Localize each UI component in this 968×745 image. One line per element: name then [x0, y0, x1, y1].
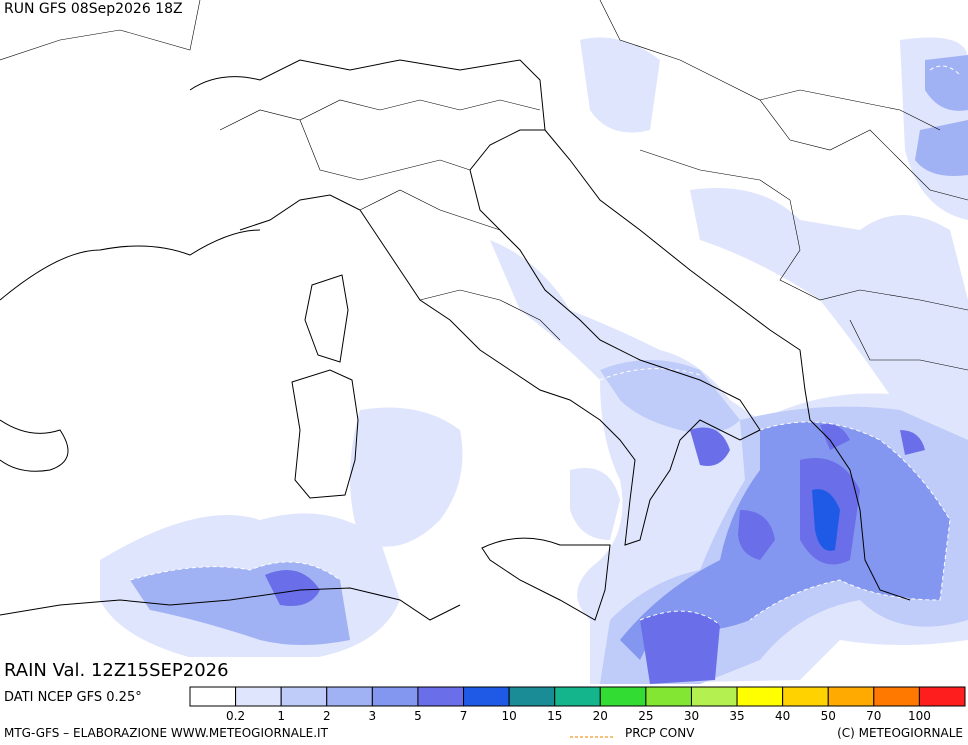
legend-swatch: [463, 686, 510, 707]
legend-tick-label: 70: [866, 709, 881, 723]
legend-swatch: [599, 686, 647, 707]
valid-label: RAIN Val. 12Z15SEP2026: [4, 660, 229, 681]
legend-tick-label: 1: [277, 709, 285, 723]
legend-swatch: [417, 686, 465, 707]
precip-areas: [100, 37, 968, 684]
legend-swatch: [827, 686, 875, 707]
color-legend: 0.2 1 2 3 5 7 10 15 20 25 30 35 40 50 70 100: [189, 686, 966, 723]
precip-contours: [129, 65, 961, 626]
sardinia: [291, 369, 359, 499]
legend-tick-label: 15: [547, 709, 562, 723]
legend-tick-label: 3: [369, 709, 377, 723]
legend-tick-label: 2: [323, 709, 331, 723]
valid-label-box: [0, 657, 415, 684]
legend-tick-label: 100: [908, 709, 931, 723]
legend-tick-label: 40: [775, 709, 790, 723]
credit: MTG-GFS – ELABORAZIONE WWW.METEOGIORNALE…: [4, 726, 329, 740]
legend-swatch: [690, 686, 738, 707]
legend-swatch: [736, 686, 784, 707]
legend-swatch: [645, 686, 692, 707]
legend-tick-label: 30: [684, 709, 699, 723]
map: RUN GFS 08Sep2026 18Z RAIN Val. 12Z15SEP…: [0, 0, 968, 684]
legend-swatch: [782, 686, 829, 707]
run-label: RUN GFS 08Sep2026 18Z: [4, 1, 183, 17]
legend-tick-label: 20: [593, 709, 608, 723]
legend-tick-label: 50: [821, 709, 836, 723]
legend-tick-label: 0.2: [226, 709, 245, 723]
legend-swatch: [508, 686, 556, 707]
legend-tick-label: 35: [729, 709, 744, 723]
source-label: DATI NCEP GFS 0.25°: [4, 690, 142, 705]
legend-swatch: [326, 686, 373, 707]
legend-swatch: [280, 686, 328, 707]
borders: [0, 0, 968, 371]
sicily: [481, 537, 611, 621]
corsica: [304, 274, 349, 363]
conv-label: PRCP CONV: [625, 726, 695, 740]
legend-tick-label: 25: [638, 709, 653, 723]
legend-swatch: [189, 686, 237, 707]
legend-swatch: [371, 686, 419, 707]
legend-tick-label: 10: [501, 709, 516, 723]
coastlines: [0, 59, 911, 621]
legend-tick-label: 7: [460, 709, 468, 723]
copyright: (C) METEOGIORNALE: [837, 726, 963, 740]
legend-swatch: [554, 686, 601, 707]
legend-tick-label: 5: [414, 709, 422, 723]
legend-swatch: [873, 686, 920, 707]
legend-swatch: [235, 686, 282, 707]
legend-swatch: [918, 686, 966, 707]
